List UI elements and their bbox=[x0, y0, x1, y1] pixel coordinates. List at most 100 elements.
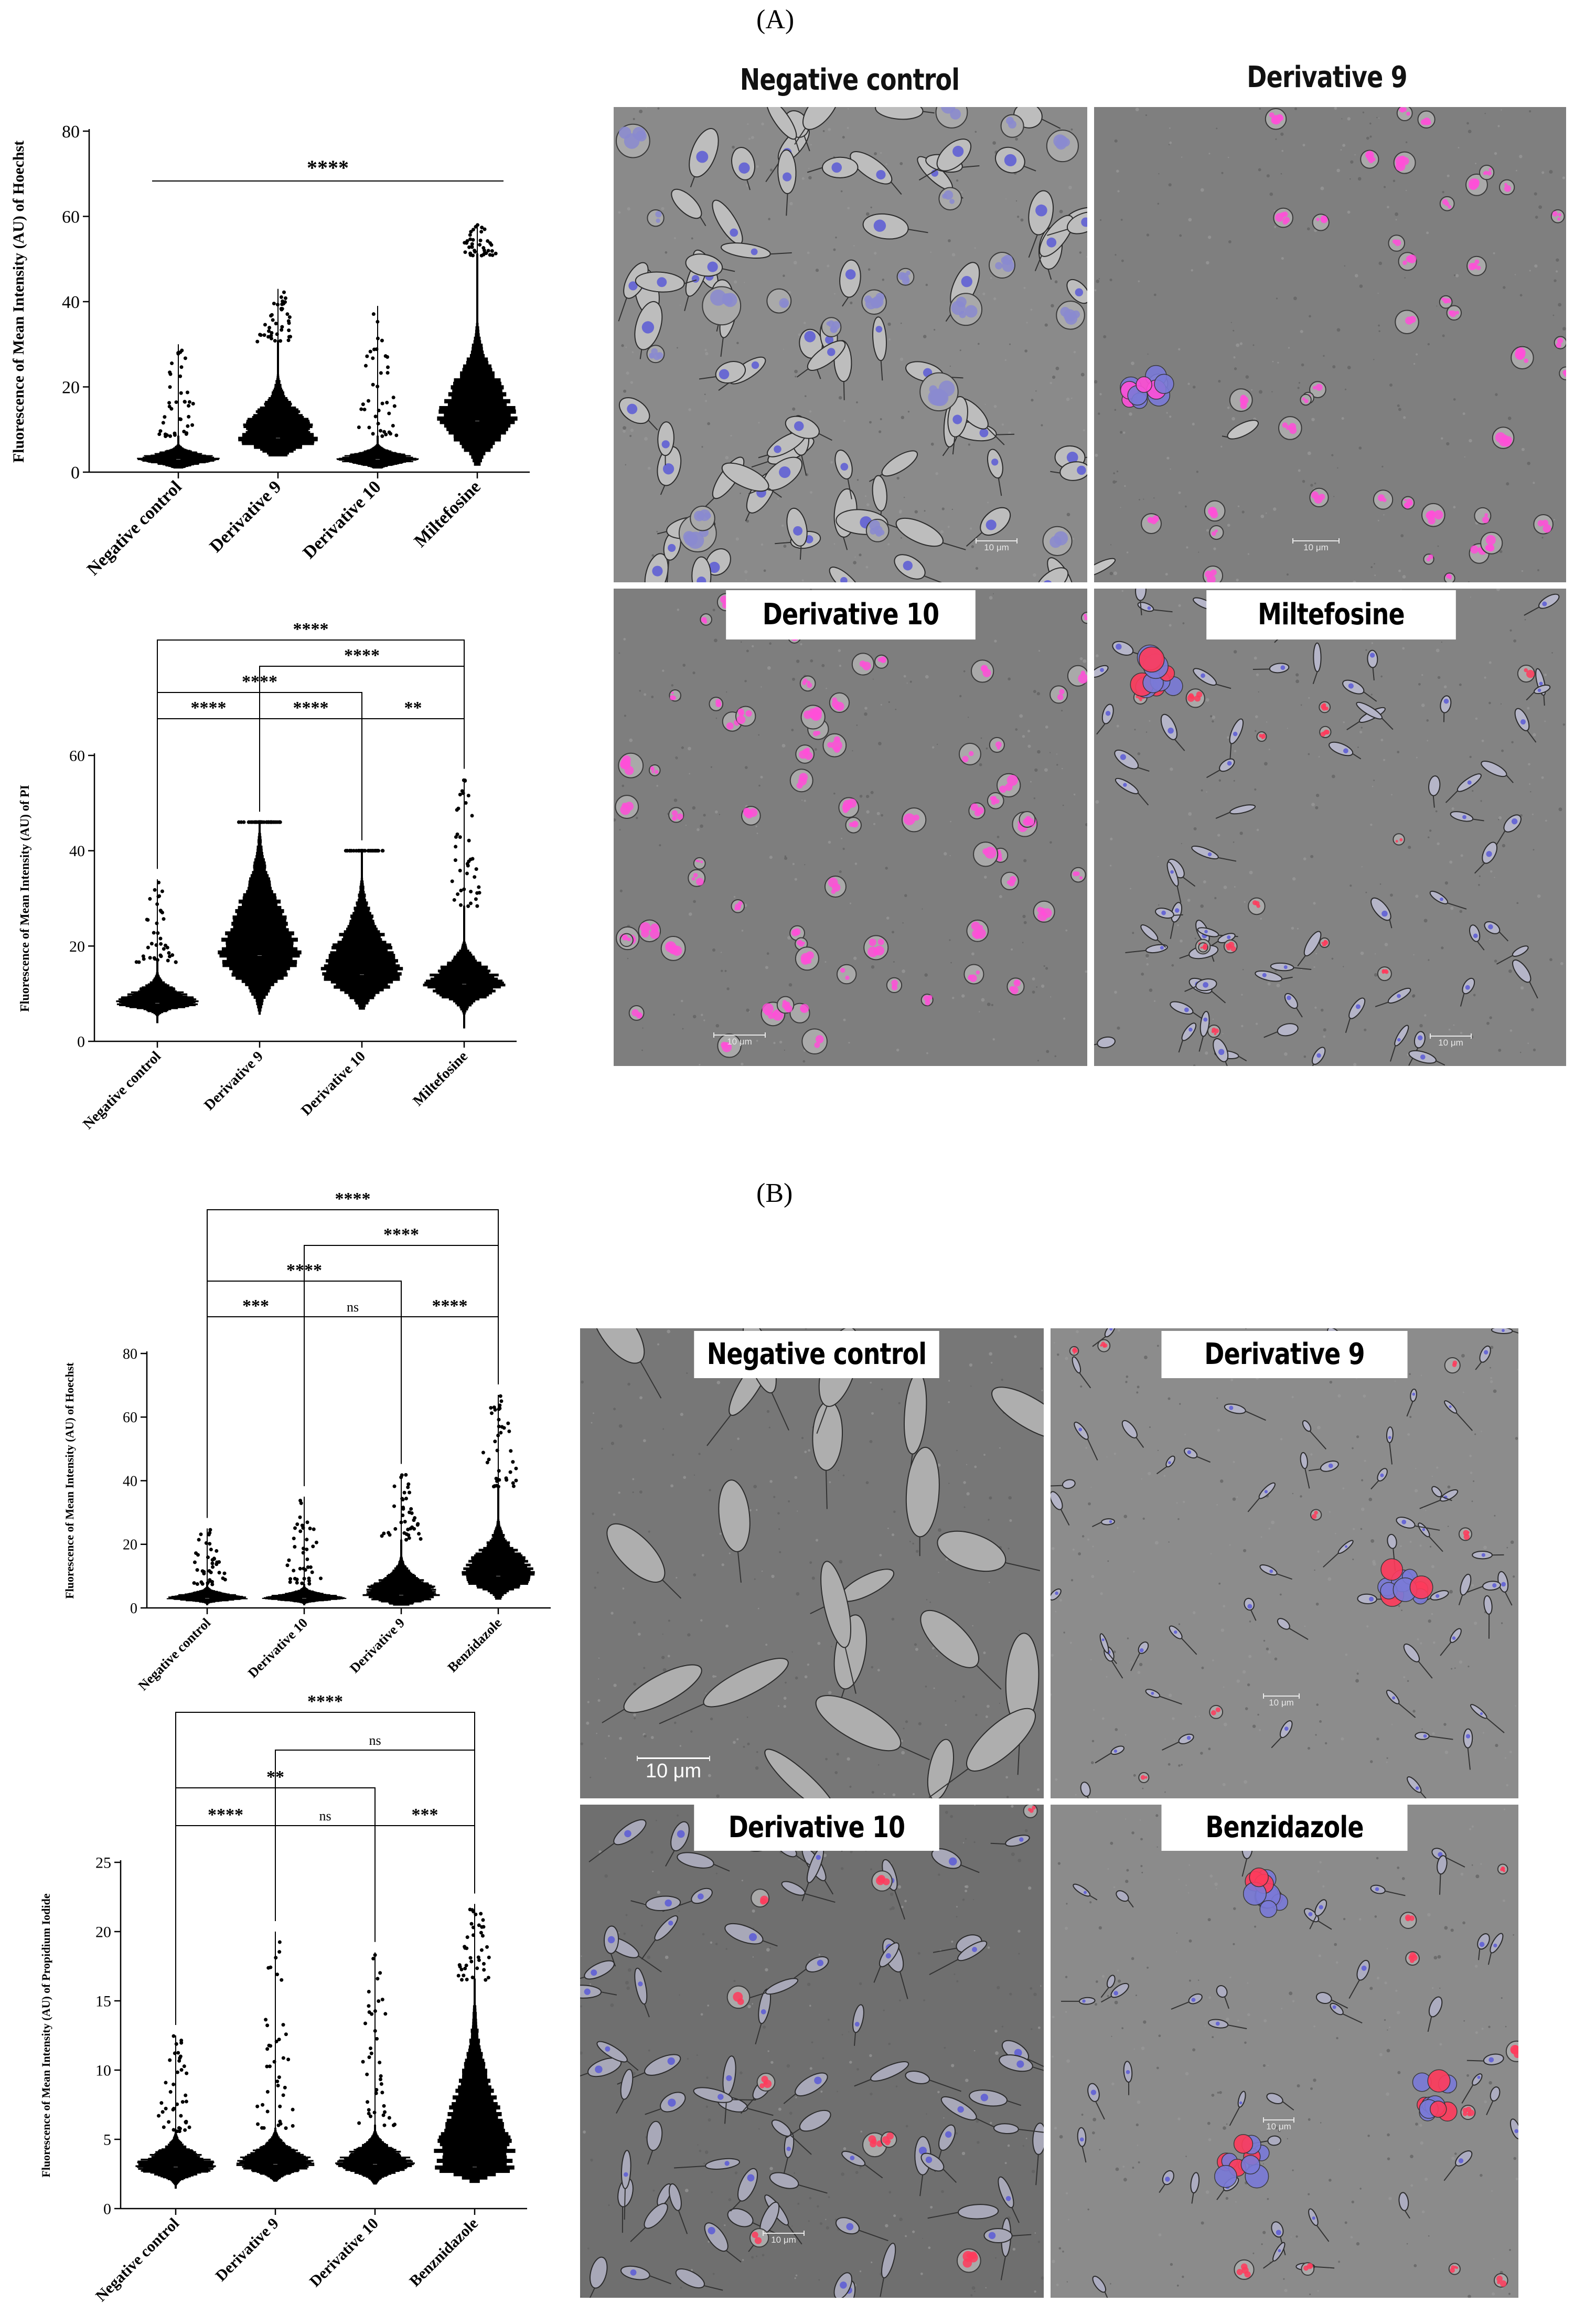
data-point bbox=[165, 433, 169, 437]
data-point bbox=[180, 348, 184, 353]
cell bbox=[1137, 602, 1173, 613]
debris bbox=[677, 609, 680, 611]
hoechst-nucleus bbox=[1109, 1520, 1112, 1523]
violin-slice bbox=[356, 2148, 394, 2150]
data-point bbox=[357, 425, 361, 430]
violin-slice bbox=[474, 1981, 476, 1986]
debris bbox=[710, 1717, 713, 1721]
debris bbox=[903, 675, 906, 678]
data-point bbox=[468, 901, 473, 905]
debris bbox=[1451, 807, 1454, 810]
violin-slice bbox=[439, 2169, 510, 2173]
cell-body bbox=[1160, 713, 1177, 740]
debris bbox=[983, 1651, 986, 1655]
violin-slice bbox=[442, 995, 487, 999]
violin-slice bbox=[350, 2170, 400, 2172]
data-point bbox=[202, 1572, 206, 1576]
violin-slice bbox=[476, 288, 478, 293]
debris bbox=[1248, 1655, 1252, 1658]
hoechst-nucleus bbox=[1116, 643, 1122, 650]
debris bbox=[793, 261, 797, 265]
debris bbox=[1083, 429, 1085, 432]
violin-slice bbox=[258, 833, 261, 837]
cell bbox=[966, 507, 1011, 547]
flagellum bbox=[1496, 955, 1513, 965]
debris bbox=[1556, 258, 1559, 262]
debris bbox=[1537, 894, 1541, 898]
data-point bbox=[206, 1581, 210, 1585]
violin bbox=[362, 1473, 440, 1606]
data-point bbox=[179, 417, 183, 421]
debris bbox=[683, 1476, 687, 1479]
debris bbox=[758, 422, 760, 424]
data-point bbox=[179, 391, 183, 395]
violin-slice bbox=[368, 2139, 382, 2141]
violin-slice bbox=[274, 2128, 276, 2130]
flagellum bbox=[1295, 1007, 1303, 1018]
cell bbox=[1121, 1420, 1144, 1448]
round-cell bbox=[795, 946, 819, 971]
debris bbox=[1502, 844, 1506, 848]
flagellum bbox=[1297, 955, 1306, 967]
stain-spot bbox=[1322, 943, 1325, 947]
debris bbox=[1506, 1547, 1508, 1549]
violin-slice bbox=[398, 1564, 405, 1566]
debris bbox=[1409, 1415, 1412, 1419]
debris bbox=[619, 1736, 622, 1740]
violin-slice bbox=[458, 2092, 491, 2096]
debris bbox=[1113, 571, 1118, 575]
debris bbox=[1187, 899, 1191, 902]
data-point bbox=[183, 356, 187, 360]
round-cell bbox=[1554, 336, 1566, 349]
data-point bbox=[495, 1484, 499, 1488]
data-point bbox=[178, 374, 183, 378]
violin-slice bbox=[150, 2172, 201, 2174]
debris bbox=[1494, 152, 1497, 155]
violin-slice bbox=[241, 979, 278, 983]
stain-spot bbox=[999, 785, 1007, 793]
round-cell bbox=[886, 977, 903, 994]
debris bbox=[733, 896, 736, 898]
debris bbox=[1271, 391, 1273, 392]
y-tick-label: 25 bbox=[95, 1854, 111, 1872]
debris bbox=[1046, 1050, 1049, 1053]
debris bbox=[1428, 1619, 1431, 1623]
cell bbox=[1284, 993, 1303, 1018]
debris bbox=[856, 401, 858, 403]
debris bbox=[1373, 359, 1375, 360]
debris bbox=[761, 686, 762, 688]
debris bbox=[1450, 1632, 1452, 1634]
debris bbox=[810, 659, 813, 663]
violin-slice bbox=[354, 998, 370, 1002]
cell bbox=[721, 462, 782, 498]
debris bbox=[1558, 807, 1562, 812]
cell bbox=[1526, 684, 1551, 701]
data-point bbox=[277, 2075, 281, 2080]
significance-bracket: **** bbox=[175, 1692, 475, 2025]
data-point bbox=[210, 1580, 215, 1584]
violin bbox=[423, 778, 506, 1029]
debris bbox=[931, 1647, 935, 1650]
debris bbox=[906, 683, 908, 684]
x-category-label: Miltefosine bbox=[411, 477, 485, 551]
debris bbox=[1354, 154, 1356, 156]
violin-slice bbox=[442, 2145, 507, 2150]
debris bbox=[848, 1042, 850, 1044]
violin-slice bbox=[462, 444, 493, 449]
debris bbox=[732, 145, 735, 149]
cell bbox=[1474, 841, 1498, 874]
stain-spot bbox=[656, 218, 660, 223]
debris bbox=[989, 1352, 992, 1356]
data-point bbox=[459, 1967, 464, 1971]
debris bbox=[787, 936, 791, 940]
hoechst-nucleus bbox=[952, 145, 964, 157]
flagellum bbox=[706, 1414, 732, 1446]
debris bbox=[619, 829, 621, 831]
debris bbox=[990, 1362, 993, 1364]
bracket-line bbox=[157, 718, 260, 869]
violin-slice bbox=[242, 2157, 308, 2159]
data-point bbox=[174, 400, 178, 404]
data-point bbox=[148, 956, 152, 960]
violin-slice bbox=[448, 997, 480, 1000]
